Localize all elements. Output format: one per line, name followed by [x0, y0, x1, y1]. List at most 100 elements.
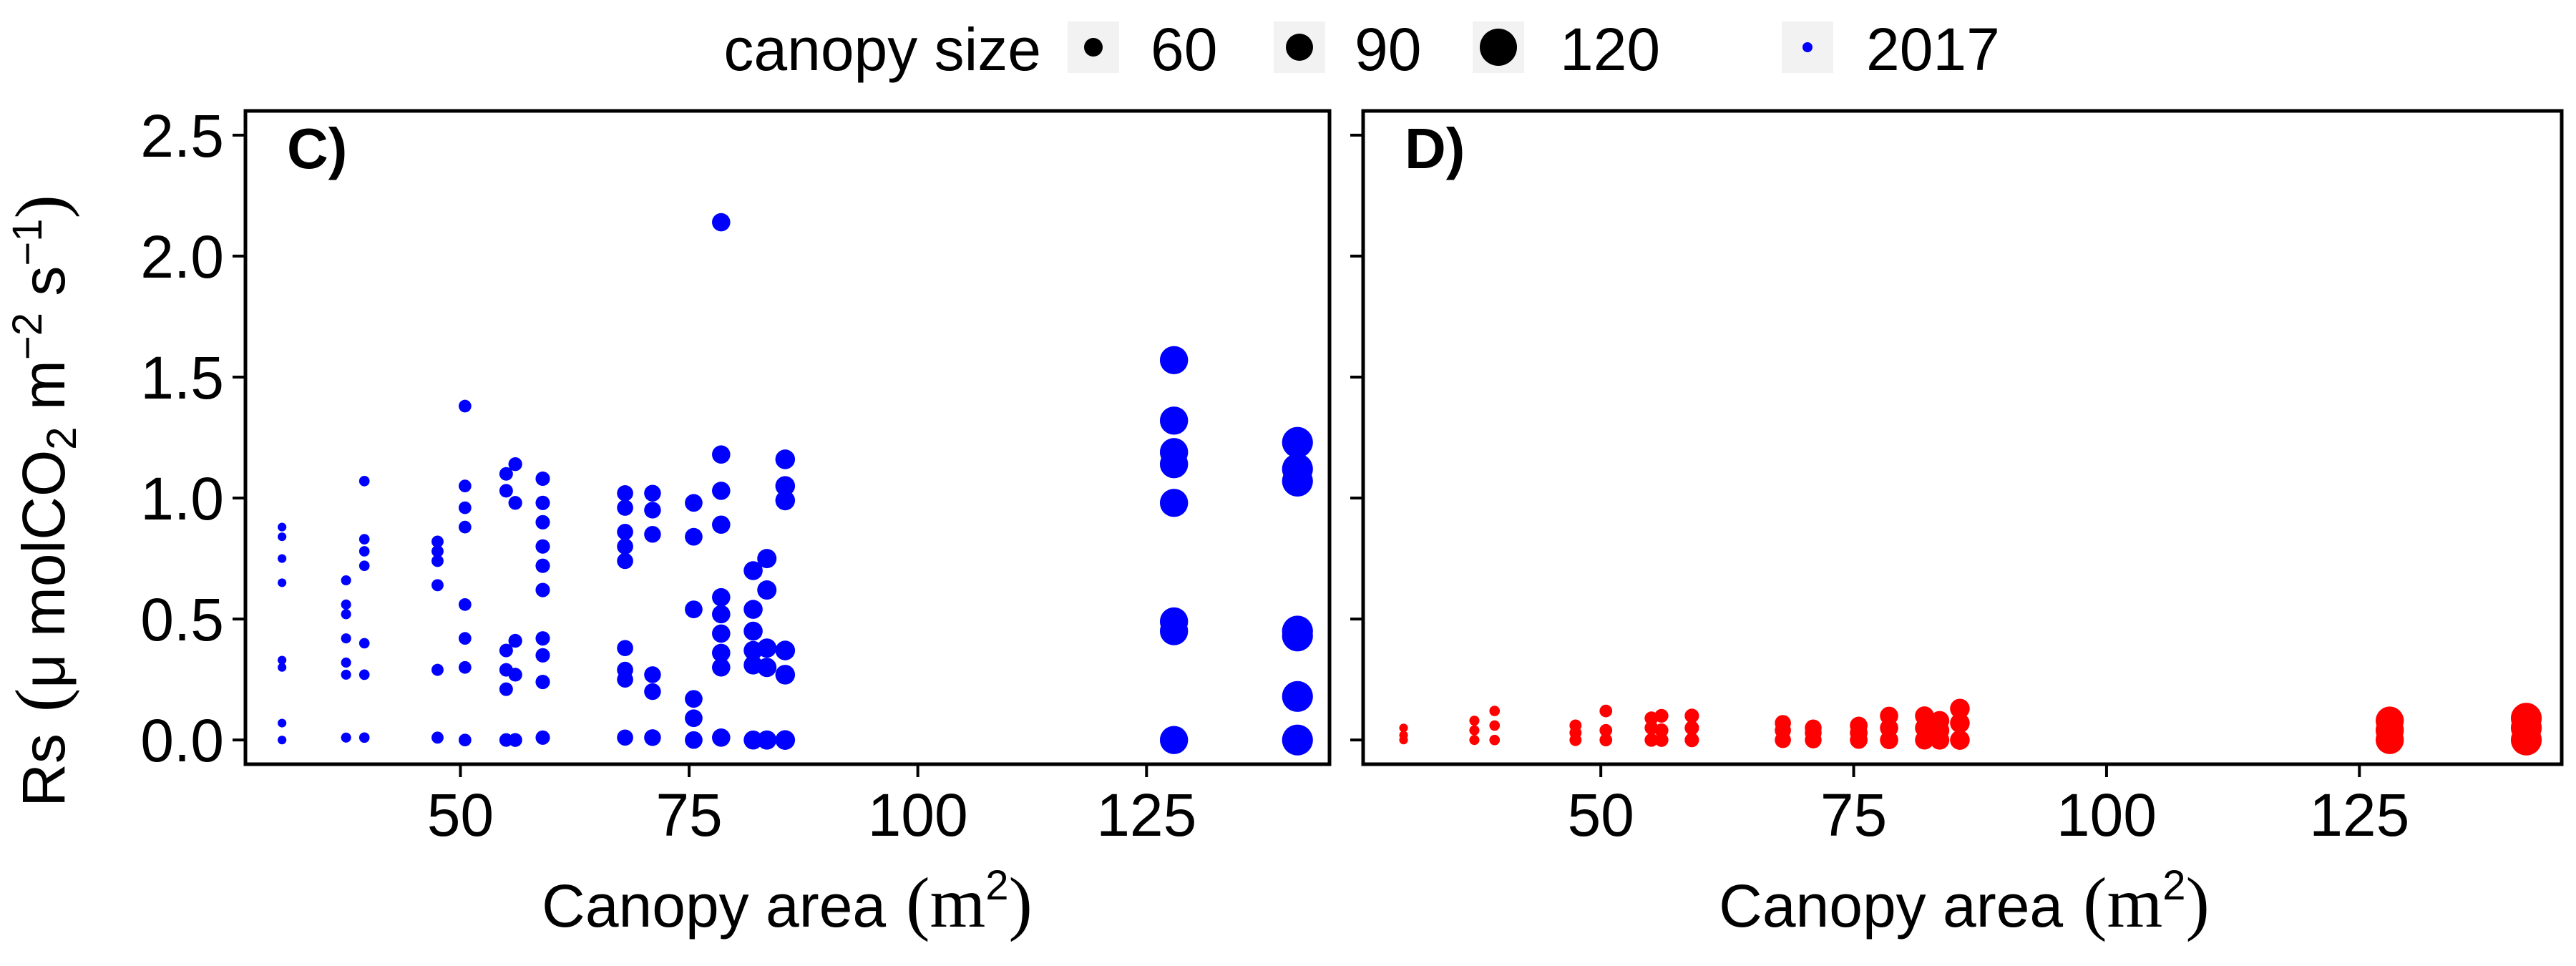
data-point	[1159, 346, 1189, 375]
data-point	[341, 575, 351, 586]
data-point	[458, 520, 472, 534]
data-point	[431, 555, 444, 567]
x-tick-label: 50	[1567, 781, 1634, 849]
data-point	[1569, 719, 1582, 732]
data-point	[431, 535, 444, 548]
legend: canopy size 60 90 120 2017	[723, 16, 1999, 83]
data-point	[278, 663, 287, 672]
data-point	[1654, 708, 1669, 723]
plot-frame	[1361, 109, 2564, 766]
data-point	[341, 657, 351, 668]
panel-c: C) 50 75 100 125 0.0 0.5 1.0 1.5 2.0 2.5	[140, 102, 1332, 849]
data-point	[431, 663, 444, 676]
data-point	[685, 690, 703, 708]
data-point	[743, 730, 763, 750]
legend-key-90	[1274, 21, 1325, 73]
data-point	[617, 661, 633, 678]
data-point	[458, 733, 472, 747]
data-point	[712, 445, 731, 464]
data-point	[499, 643, 513, 658]
legend-label-120: 120	[1560, 16, 1660, 83]
data-point	[1599, 723, 1613, 737]
data-point	[712, 643, 731, 663]
data-point	[458, 399, 472, 413]
data-point	[743, 561, 763, 580]
data-point	[1282, 426, 1313, 458]
plot-frame	[243, 109, 1332, 766]
legend-label-90: 90	[1355, 16, 1421, 83]
y-tick-label: 0.5	[140, 586, 224, 653]
legend-key-120	[1473, 21, 1524, 73]
data-point	[743, 600, 763, 619]
panel-d: D) 50 75 100 125	[1350, 109, 2564, 849]
data-point	[1159, 607, 1189, 636]
legend-dot-60	[1084, 38, 1103, 57]
data-point	[775, 490, 796, 511]
data-point	[712, 624, 731, 643]
data-point	[1159, 726, 1189, 754]
y-axis-title: Rs(μ molCO2 m−2 s−1)	[1, 195, 85, 807]
data-point	[1469, 716, 1480, 726]
data-point	[431, 731, 444, 744]
data-point	[1654, 723, 1669, 738]
data-point	[775, 449, 796, 469]
data-point	[757, 658, 777, 678]
data-point	[1654, 733, 1669, 747]
x-axis-title-c: Canopy area (m2)	[542, 862, 1033, 942]
x-tick-label: 75	[1820, 781, 1887, 849]
data-point	[458, 501, 472, 514]
data-point	[1399, 731, 1408, 740]
data-point	[1282, 615, 1313, 647]
data-point	[644, 526, 661, 543]
data-point	[358, 476, 370, 487]
data-point	[1599, 704, 1613, 718]
data-point	[508, 668, 522, 682]
data-point	[458, 597, 472, 611]
data-point	[712, 728, 731, 747]
data-point	[685, 709, 703, 728]
data-point	[644, 502, 661, 519]
x-tick-label: 100	[868, 781, 968, 849]
data-point	[358, 669, 370, 680]
legend-label-60: 60	[1151, 16, 1217, 83]
data-point	[341, 669, 351, 680]
data-point	[1159, 489, 1189, 517]
data-point	[617, 524, 633, 540]
data-point	[644, 666, 661, 683]
legend-key-2017	[1782, 21, 1833, 73]
data-point	[712, 587, 731, 607]
data-point	[757, 549, 777, 569]
panel-label: C)	[287, 117, 347, 180]
data-point	[757, 638, 777, 658]
data-point	[2510, 703, 2542, 734]
data-point	[712, 605, 731, 624]
data-point	[499, 484, 513, 498]
data-point	[1489, 706, 1501, 716]
data-point	[1469, 735, 1480, 746]
data-point	[508, 457, 522, 472]
data-point	[775, 665, 796, 685]
data-point	[685, 494, 703, 512]
data-point	[458, 660, 472, 674]
data-point	[1684, 733, 1699, 748]
data-point	[743, 621, 763, 641]
y-tick-label: 2.5	[140, 102, 224, 170]
data-point	[617, 552, 633, 570]
data-point	[1775, 715, 1791, 731]
data-point	[1850, 716, 1868, 735]
data-point	[1950, 713, 1970, 733]
data-point	[278, 736, 287, 745]
x-tick-label: 125	[2309, 781, 2409, 849]
data-point	[499, 467, 513, 481]
data-point	[2375, 706, 2404, 735]
data-point	[508, 633, 522, 648]
data-point	[1469, 725, 1480, 736]
data-point	[644, 683, 661, 701]
data-point	[341, 599, 351, 610]
data-point	[757, 730, 777, 750]
data-point	[1684, 721, 1699, 736]
y-tick-label: 1.5	[140, 344, 224, 411]
data-point	[278, 718, 287, 728]
data-point	[535, 471, 550, 487]
